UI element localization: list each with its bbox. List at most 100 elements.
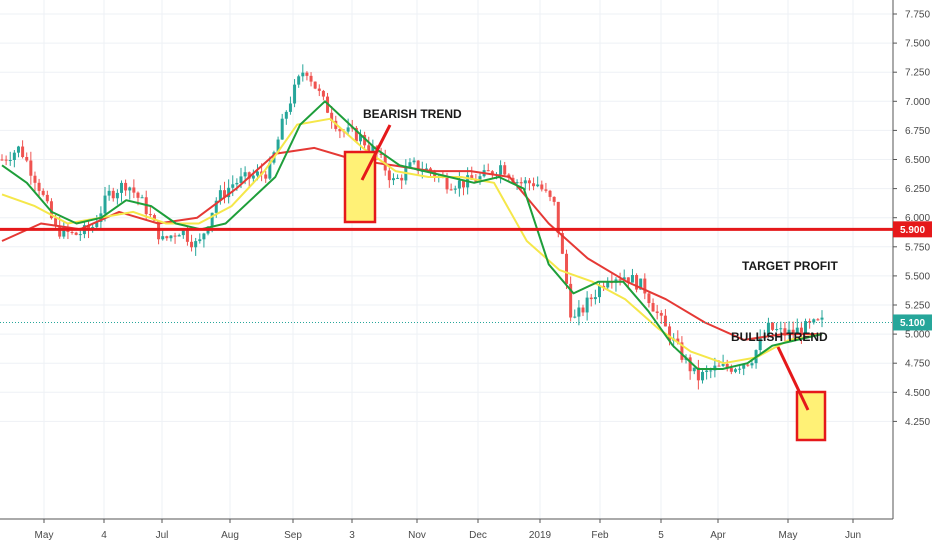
candle-body (746, 364, 750, 366)
y-tick-label: 4.750 (905, 359, 930, 370)
candle-body (556, 201, 560, 234)
y-tick-label: 6.750 (905, 126, 930, 137)
y-tick-label: 6.000 (905, 213, 930, 224)
candle-body (62, 226, 66, 237)
candle-body (816, 319, 820, 321)
fast-ma-line (1, 100, 823, 370)
candle-body (255, 171, 259, 176)
bullish-trend-arrow (776, 346, 810, 411)
candle-body (8, 160, 12, 162)
candle-body (33, 175, 37, 183)
candle-body (795, 327, 799, 334)
candle-body (0, 159, 4, 161)
candle-body (194, 241, 198, 248)
candle-body (729, 367, 733, 372)
candle-body (264, 174, 268, 179)
candle-body (400, 177, 404, 181)
candle-body (317, 88, 321, 91)
candle-body (391, 178, 395, 181)
target-price-tag (893, 221, 932, 238)
x-tick-label: Aug (221, 530, 239, 541)
candle-body (787, 329, 791, 336)
candle-body (651, 303, 655, 312)
candle-body (692, 367, 696, 372)
last-price-tag (893, 314, 932, 331)
x-tick-label: Nov (408, 530, 426, 541)
x-tick-label: Dec (469, 530, 487, 541)
candle-body (367, 145, 371, 151)
candle-body (548, 190, 552, 197)
candle-body (742, 364, 746, 369)
candle-body (309, 75, 313, 82)
candle-body (227, 187, 231, 198)
candle-body (12, 152, 16, 161)
x-tick-label: 4 (101, 530, 107, 541)
candle-body (626, 277, 630, 283)
candle-body (181, 230, 185, 236)
x-tick-label: Jun (845, 530, 861, 541)
candle-body (499, 165, 503, 175)
x-tick-label: Sep (284, 530, 302, 541)
candle-body (593, 297, 597, 300)
candle-body (243, 172, 247, 177)
candle-body (202, 233, 206, 240)
candle-body (58, 225, 62, 237)
candle-body (771, 322, 775, 330)
candle-body (453, 188, 457, 190)
candle-body (363, 135, 367, 146)
candle-body (301, 72, 305, 77)
candle-body (783, 328, 787, 336)
candle-body (70, 231, 74, 233)
candle-body (647, 293, 651, 304)
candle-body (701, 371, 705, 381)
candle-body (585, 297, 589, 313)
last-price-tag-label: 5.100 (900, 318, 925, 329)
candle-body (161, 236, 165, 240)
candle-body (107, 190, 111, 196)
candle-body (717, 365, 721, 367)
candle-body (630, 275, 634, 283)
candle-body (808, 321, 812, 323)
candle-body (659, 312, 663, 316)
candle-body (775, 329, 779, 331)
candle-body (239, 176, 243, 183)
candle-body (606, 282, 610, 288)
candle-body (527, 180, 531, 184)
candle-body (346, 127, 350, 132)
candle-body (148, 214, 152, 216)
x-tick-label: Apr (710, 530, 726, 541)
candle-body (288, 103, 292, 112)
y-tick-label: 5.000 (905, 330, 930, 341)
x-tick-label: 2019 (529, 530, 552, 541)
slow-ma-line (1, 146, 822, 341)
candle-body (210, 212, 214, 227)
candle-body (268, 162, 272, 179)
candle-body (74, 232, 78, 235)
candle-body (799, 327, 803, 335)
medium-ma-line (1, 117, 823, 365)
candle-body (663, 315, 667, 327)
candle-body (705, 370, 709, 372)
candle-body (29, 160, 33, 176)
candle-body (177, 235, 181, 237)
candle-body (218, 190, 222, 201)
candle-body (532, 183, 536, 187)
candle-body (804, 321, 808, 335)
candle-body (622, 277, 626, 280)
candle-body (4, 159, 8, 161)
candle-body (16, 146, 20, 153)
candle-body (293, 84, 297, 104)
candle-body (95, 221, 99, 228)
candle-body (503, 165, 507, 175)
candle-body (457, 180, 461, 189)
candle-body (791, 329, 795, 334)
candle-body (330, 112, 334, 121)
candle-body (190, 241, 194, 248)
candle-body (766, 322, 770, 336)
candle-body (449, 189, 453, 191)
candle-body (387, 170, 391, 181)
candle-body (338, 128, 342, 132)
candle-body (445, 177, 449, 190)
